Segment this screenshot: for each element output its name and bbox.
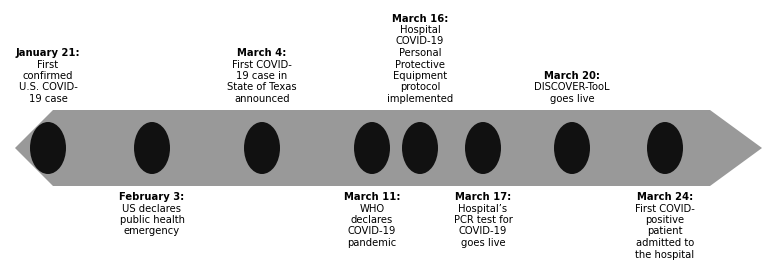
Text: Hospital: Hospital	[399, 25, 441, 35]
Text: First COVID-: First COVID-	[635, 204, 695, 214]
Text: confirmed: confirmed	[23, 71, 73, 81]
Text: admitted to: admitted to	[636, 238, 694, 248]
Ellipse shape	[554, 122, 590, 174]
Text: positive: positive	[646, 215, 685, 225]
Text: March 20:: March 20:	[544, 71, 600, 81]
Text: January 21:: January 21:	[16, 48, 80, 58]
Text: pandemic: pandemic	[347, 238, 396, 248]
Text: implemented: implemented	[387, 94, 453, 104]
Text: Equipment: Equipment	[393, 71, 447, 81]
Text: WHO: WHO	[360, 204, 385, 214]
Text: declares: declares	[351, 215, 393, 225]
Text: announced: announced	[234, 94, 290, 104]
Text: emergency: emergency	[124, 227, 180, 237]
Text: March 4:: March 4:	[237, 48, 287, 58]
Ellipse shape	[647, 122, 683, 174]
Ellipse shape	[402, 122, 438, 174]
Text: February 3:: February 3:	[120, 192, 185, 202]
Text: Hospital’s: Hospital’s	[458, 204, 507, 214]
Text: DISCOVER-TooL: DISCOVER-TooL	[535, 82, 610, 92]
Text: PCR test for: PCR test for	[454, 215, 513, 225]
Text: March 17:: March 17:	[455, 192, 511, 202]
Text: COVID-19: COVID-19	[348, 227, 396, 237]
Ellipse shape	[134, 122, 170, 174]
Text: March 11:: March 11:	[343, 192, 400, 202]
Text: March 16:: March 16:	[392, 13, 448, 23]
Text: 19 case: 19 case	[29, 94, 68, 104]
Ellipse shape	[354, 122, 390, 174]
Text: patient: patient	[647, 227, 683, 237]
Text: protocol: protocol	[400, 82, 441, 92]
Text: Protective: Protective	[395, 59, 445, 69]
Text: First COVID-: First COVID-	[232, 59, 292, 69]
Text: the hospital: the hospital	[636, 249, 695, 260]
Ellipse shape	[244, 122, 280, 174]
Text: First: First	[37, 59, 58, 69]
Polygon shape	[15, 110, 762, 186]
Text: goes live: goes live	[549, 94, 594, 104]
Text: Personal: Personal	[399, 48, 441, 58]
Ellipse shape	[30, 122, 66, 174]
Text: COVID-19: COVID-19	[395, 36, 444, 46]
Text: March 24:: March 24:	[637, 192, 693, 202]
Text: US declares: US declares	[123, 204, 182, 214]
Text: public health: public health	[120, 215, 184, 225]
Text: 19 case in: 19 case in	[236, 71, 287, 81]
Text: State of Texas: State of Texas	[227, 82, 297, 92]
Ellipse shape	[465, 122, 501, 174]
Text: U.S. COVID-: U.S. COVID-	[19, 82, 78, 92]
Text: COVID-19: COVID-19	[458, 227, 507, 237]
Text: goes live: goes live	[461, 238, 505, 248]
